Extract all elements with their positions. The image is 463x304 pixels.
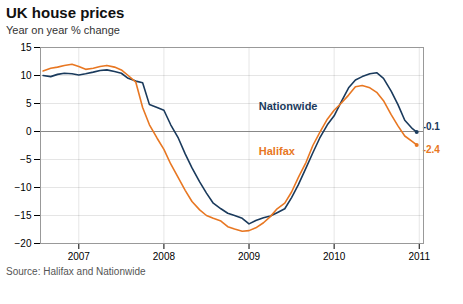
html-text:UK house prices: UK house prices <box>6 4 125 21</box>
svg-text:2011: 2011 <box>408 251 430 262</box>
svg-text:2008: 2008 <box>153 251 176 262</box>
svg-text:−10: −10 <box>15 182 32 193</box>
svg-text:−20: −20 <box>15 238 32 249</box>
svg-text:−5: −5 <box>20 154 32 165</box>
svg-text:-0.1: -0.1 <box>423 121 441 132</box>
svg-text:15: 15 <box>20 42 32 53</box>
html-text:Year on year % change: Year on year % change <box>6 24 120 36</box>
svg-text:5: 5 <box>26 98 32 109</box>
svg-text:2010: 2010 <box>323 251 346 262</box>
svg-text:Nationwide: Nationwide <box>259 100 318 112</box>
svg-text:0: 0 <box>26 126 32 137</box>
svg-text:2009: 2009 <box>238 251 261 262</box>
svg-text:10: 10 <box>20 70 32 81</box>
html-text:Source: Halifax and Nationwide: Source: Halifax and Nationwide <box>6 266 146 277</box>
svg-text:−15: −15 <box>15 210 32 221</box>
svg-text:2007: 2007 <box>68 251 91 262</box>
svg-text:Halifax: Halifax <box>259 145 296 157</box>
svg-text:-2.4: -2.4 <box>423 144 441 155</box>
